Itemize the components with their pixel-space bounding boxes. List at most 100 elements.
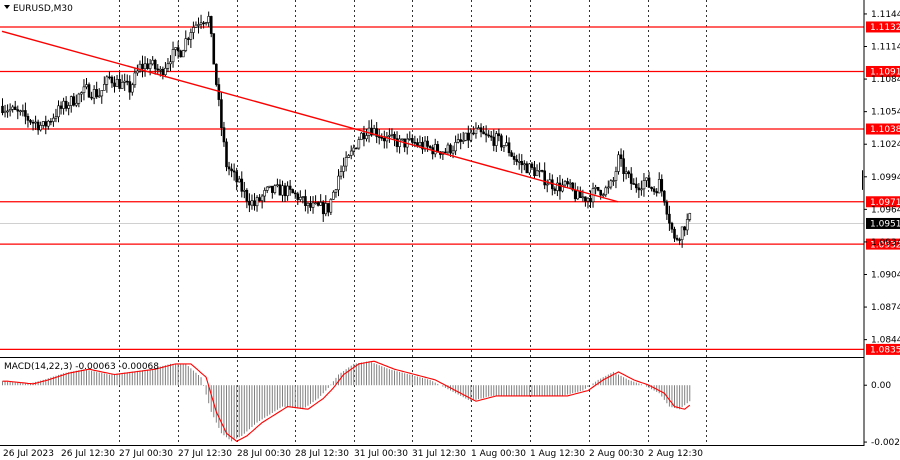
candle-body xyxy=(227,166,231,170)
candle-body xyxy=(380,137,384,139)
candle-body xyxy=(454,142,457,152)
candle-body xyxy=(523,163,526,166)
candle-body xyxy=(248,200,251,206)
candle-body xyxy=(584,196,587,202)
candle-body xyxy=(479,127,483,133)
candle-body xyxy=(260,195,264,201)
candle-body xyxy=(47,120,50,127)
candle-body xyxy=(212,33,216,65)
candle-body xyxy=(545,183,549,186)
candle-body xyxy=(19,110,22,113)
candle-body xyxy=(11,106,14,110)
candle-body xyxy=(133,72,137,86)
candle-body xyxy=(77,93,81,104)
candle-body xyxy=(286,185,289,197)
candle-body xyxy=(235,171,238,183)
time-tick-label: 31 Jul 12:30 xyxy=(412,449,466,459)
time-tick-label: 1 Aug 00:30 xyxy=(471,449,526,459)
candle-body xyxy=(484,133,488,136)
candle-body xyxy=(120,82,124,89)
candle-body xyxy=(553,188,557,191)
time-tick-label: 31 Jul 00:30 xyxy=(354,449,408,459)
candle-body xyxy=(377,136,381,138)
candle-body xyxy=(538,170,541,172)
candle-body xyxy=(487,134,490,137)
candle-body xyxy=(97,95,101,98)
time-tick-label: 26 Jul 12:30 xyxy=(61,449,115,459)
trendline-layer xyxy=(1,30,619,203)
level-badge-label: 1.0932 xyxy=(870,240,900,250)
candle-body xyxy=(146,63,149,69)
candle-body xyxy=(75,102,78,106)
candle-body xyxy=(204,22,208,24)
time-tick-label: 28 Jul 12:30 xyxy=(295,449,349,459)
candle-body xyxy=(558,182,562,192)
candle-body xyxy=(151,59,154,65)
candle-body xyxy=(675,237,679,240)
candle-body xyxy=(324,203,328,215)
horizontal-levels: 1.1132 1.1091 1.1038 1.0971 1.0932 1.0835 1.09… xyxy=(0,21,900,356)
candle-body xyxy=(220,99,223,128)
candle-body xyxy=(265,186,269,191)
candlesticks xyxy=(1,11,863,248)
candle-body xyxy=(370,127,373,136)
candle-body xyxy=(604,187,608,196)
candle-body xyxy=(156,68,160,71)
descending-trendline xyxy=(1,30,619,203)
candle-body xyxy=(456,139,460,143)
candle-body xyxy=(507,142,511,154)
candle-body xyxy=(319,202,322,206)
price-tick-label: 1.1114 xyxy=(871,43,900,53)
candle-body xyxy=(161,68,165,75)
candle-body xyxy=(69,96,73,106)
candle-body xyxy=(668,213,671,224)
candle-body xyxy=(520,161,524,166)
candle-body xyxy=(657,179,661,194)
candle-body xyxy=(39,125,42,131)
candle-body xyxy=(67,105,70,109)
candle-body xyxy=(510,152,513,157)
candle-body xyxy=(418,141,422,146)
price-tick-label: 1.0964 xyxy=(871,205,900,215)
candle-body xyxy=(601,194,605,197)
candle-body xyxy=(181,50,185,58)
candle-body xyxy=(192,27,195,33)
candle-body xyxy=(398,138,401,147)
candle-body xyxy=(408,138,412,140)
candle-body xyxy=(21,110,25,112)
candle-body xyxy=(199,22,203,25)
candle-body xyxy=(383,137,386,142)
candle-body xyxy=(627,171,630,175)
candle-body xyxy=(573,189,577,200)
time-tick-label: 2 Aug 00:30 xyxy=(589,449,644,459)
candle-body xyxy=(352,147,356,152)
candle-body xyxy=(342,165,345,172)
candle-body xyxy=(148,63,152,69)
candle-body xyxy=(321,202,325,215)
candle-body xyxy=(464,132,468,141)
candle-body xyxy=(54,116,58,119)
level-badge-label: 1.1132 xyxy=(870,23,900,33)
candle-body xyxy=(309,202,312,208)
candle-body xyxy=(49,120,53,123)
time-tick-label: 26 Jul 2023 xyxy=(3,449,54,459)
candle-body xyxy=(395,138,399,147)
candle-body xyxy=(645,177,648,181)
candle-body xyxy=(416,142,419,146)
level-badge xyxy=(866,21,900,33)
time-tick-label: 1 Aug 12:30 xyxy=(530,449,585,459)
candle-body xyxy=(271,185,274,193)
candle-body xyxy=(566,181,569,185)
candle-body xyxy=(253,200,256,207)
candle-body xyxy=(316,202,320,206)
candle-body xyxy=(563,181,567,186)
candle-body xyxy=(683,226,686,231)
candle-body xyxy=(515,159,518,162)
candle-body xyxy=(530,163,534,168)
dropdown-triangle-icon[interactable] xyxy=(4,5,10,9)
candle-body xyxy=(461,139,465,142)
candle-body xyxy=(110,76,114,84)
candle-body xyxy=(495,133,498,146)
candle-body xyxy=(62,100,65,109)
